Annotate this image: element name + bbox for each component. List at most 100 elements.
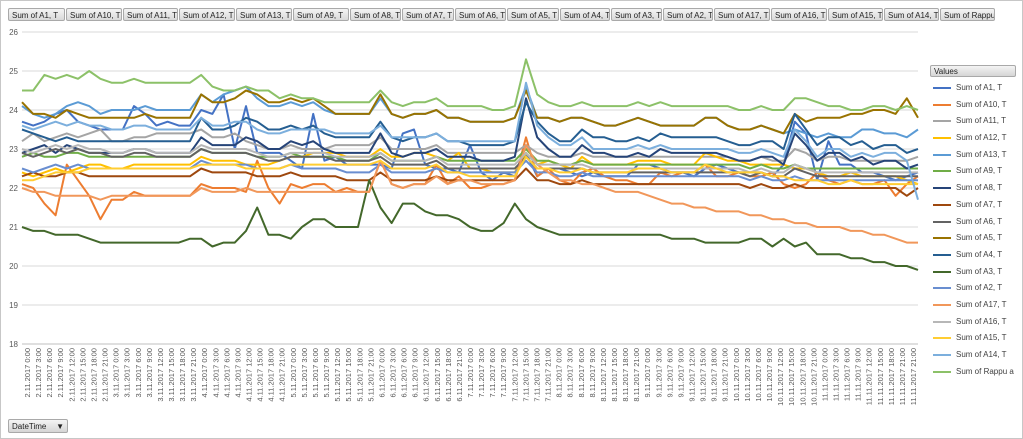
field-button-14[interactable]: Sum of A16, T — [771, 8, 827, 21]
field-button-9[interactable]: Sum of A5, T — [507, 8, 559, 21]
legend-item-7[interactable]: Sum of A7, T — [931, 198, 1021, 215]
x-tick-label-9: 3.11.2017 3:00 — [123, 348, 132, 398]
legend-item-6[interactable]: Sum of A8, T — [931, 181, 1021, 198]
y-tick-label-23: 23 — [9, 145, 18, 154]
legend-swatch — [933, 287, 951, 290]
field-button-11[interactable]: Sum of A3, T — [611, 8, 662, 21]
legend-swatch — [933, 220, 951, 223]
x-tick-label-5: 2.11.2017 15:00 — [78, 348, 87, 402]
legend-swatch — [933, 187, 951, 190]
field-button-16[interactable]: Sum of A14, T — [884, 8, 939, 21]
legend-item-17[interactable]: Sum of Rappu a — [931, 365, 1021, 382]
x-tick-label-10: 3.11.2017 6:00 — [134, 348, 143, 398]
x-tick-label-37: 6.11.2017 15:00 — [433, 348, 442, 402]
x-tick-label-65: 10.11.2017 3:00 — [743, 348, 752, 402]
x-tick-label-0: 2.11.2017 0:00 — [23, 348, 32, 398]
legend-item-16[interactable]: Sum of A14, T — [931, 348, 1021, 365]
x-tick-label-24: 5.11.2017 0:00 — [289, 348, 298, 398]
legend-item-1[interactable]: Sum of A10, T — [931, 98, 1021, 115]
x-tick-label-8: 3.11.2017 0:00 — [112, 348, 121, 398]
legend-item-10[interactable]: Sum of A4, T — [931, 248, 1021, 265]
y-tick-label-21: 21 — [9, 223, 18, 232]
x-tick-label-74: 11.11.2017 6:00 — [843, 348, 852, 401]
datetime-axis-field-button[interactable]: DateTime ▼ — [8, 419, 68, 433]
x-tick-label-70: 10.11.2017 18:00 — [798, 348, 807, 406]
x-tick-label-68: 10.11.2017 12:00 — [776, 348, 785, 406]
field-button-0[interactable]: Sum of A1, T — [8, 8, 65, 21]
legend-label: Sum of A3, T — [956, 266, 1003, 276]
x-tick-label-38: 6.11.2017 18:00 — [444, 348, 453, 402]
field-button-17[interactable]: Sum of Rappu a — [940, 8, 995, 21]
y-tick-label-26: 26 — [9, 28, 18, 37]
series-line-14 — [21, 144, 918, 174]
x-tick-label-60: 9.11.2017 12:00 — [688, 348, 697, 402]
legend-swatch — [933, 370, 951, 373]
x-tick-label-35: 6.11.2017 9:00 — [411, 348, 420, 398]
field-button-12[interactable]: Sum of A2, T — [663, 8, 713, 21]
x-tick-label-30: 5.11.2017 18:00 — [355, 348, 364, 402]
legend-item-12[interactable]: Sum of A2, T — [931, 281, 1021, 298]
y-tick-label-22: 22 — [9, 184, 18, 193]
legend-item-14[interactable]: Sum of A16, T — [931, 315, 1021, 332]
field-button-4[interactable]: Sum of A13, T — [236, 8, 292, 21]
legend-swatch — [933, 203, 951, 206]
legend-item-11[interactable]: Sum of A3, T — [931, 265, 1021, 282]
field-button-1[interactable]: Sum of A10, T — [66, 8, 122, 21]
x-tick-label-26: 5.11.2017 6:00 — [311, 348, 320, 398]
y-tick-label-18: 18 — [9, 340, 18, 349]
x-tick-label-63: 9.11.2017 21:00 — [721, 348, 730, 402]
legend-swatch — [933, 103, 951, 106]
x-tick-label-17: 4.11.2017 3:00 — [211, 348, 220, 398]
legend-item-13[interactable]: Sum of A17, T — [931, 298, 1021, 315]
legend-swatch — [933, 320, 951, 323]
filter-dropdown-icon[interactable]: ▼ — [56, 422, 64, 431]
x-tick-label-50: 8.11.2017 6:00 — [577, 348, 586, 398]
legend-item-3[interactable]: Sum of A12, T — [931, 131, 1021, 148]
legend-swatch — [933, 303, 951, 306]
legend-item-9[interactable]: Sum of A5, T — [931, 231, 1021, 248]
field-button-5[interactable]: Sum of A9, T — [293, 8, 349, 21]
field-button-10[interactable]: Sum of A4, T — [560, 8, 610, 21]
x-tick-label-7: 2.11.2017 21:00 — [101, 348, 110, 402]
legend-item-2[interactable]: Sum of A11, T — [931, 114, 1021, 131]
x-tick-label-76: 11.11.2017 12:00 — [865, 348, 874, 405]
x-tick-label-25: 5.11.2017 3:00 — [300, 348, 309, 398]
x-tick-label-2: 2.11.2017 6:00 — [45, 348, 54, 398]
x-tick-label-71: 10.11.2017 21:00 — [809, 348, 818, 406]
x-tick-label-54: 8.11.2017 18:00 — [621, 348, 630, 402]
legend-label: Sum of A1, T — [956, 83, 1003, 92]
field-button-8[interactable]: Sum of A6, T — [455, 8, 506, 21]
x-tick-label-40: 7.11.2017 0:00 — [466, 348, 475, 398]
legend: Sum of A1, T Sum of A10, T Sum of A11, T Su… — [931, 81, 1021, 381]
field-button-7[interactable]: Sum of A7, T — [402, 8, 454, 21]
field-button-6[interactable]: Sum of A8, T — [350, 8, 401, 21]
x-tick-label-12: 3.11.2017 12:00 — [156, 348, 165, 402]
legend-title[interactable]: Values — [930, 65, 1016, 77]
legend-swatch — [933, 170, 951, 173]
y-tick-label-24: 24 — [9, 106, 18, 115]
x-tick-label-28: 5.11.2017 12:00 — [333, 348, 342, 402]
legend-item-4[interactable]: Sum of A13, T — [931, 148, 1021, 165]
x-tick-label-52: 8.11.2017 12:00 — [599, 348, 608, 402]
field-button-2[interactable]: Sum of A11, T — [123, 8, 178, 21]
field-button-15[interactable]: Sum of A15, T — [828, 8, 883, 21]
legend-item-8[interactable]: Sum of A6, T — [931, 215, 1021, 232]
legend-swatch — [933, 120, 951, 123]
series-line-16 — [21, 81, 919, 200]
x-tick-label-79: 11.11.2017 21:00 — [898, 348, 907, 405]
x-tick-label-57: 9.11.2017 3:00 — [654, 348, 663, 398]
x-tick-label-75: 11.11.2017 9:00 — [854, 348, 863, 401]
legend-item-15[interactable]: Sum of A15, T — [931, 331, 1021, 348]
legend-item-5[interactable]: Sum of A9, T — [931, 164, 1021, 181]
field-button-13[interactable]: Sum of A17, T — [714, 8, 770, 21]
legend-label: Sum of A13, T — [956, 149, 1007, 159]
series-line-9 — [21, 89, 919, 135]
x-tick-label-41: 7.11.2017 3:00 — [477, 348, 486, 398]
field-button-3[interactable]: Sum of A12, T — [179, 8, 235, 21]
legend-item-0[interactable]: Sum of A1, T — [931, 81, 1021, 98]
series-line-10 — [21, 101, 919, 154]
y-tick-label-25: 25 — [9, 67, 18, 76]
x-tick-label-15: 3.11.2017 21:00 — [189, 348, 198, 402]
x-tick-label-62: 9.11.2017 18:00 — [710, 348, 719, 402]
legend-label: Sum of A11, T — [956, 116, 1006, 126]
